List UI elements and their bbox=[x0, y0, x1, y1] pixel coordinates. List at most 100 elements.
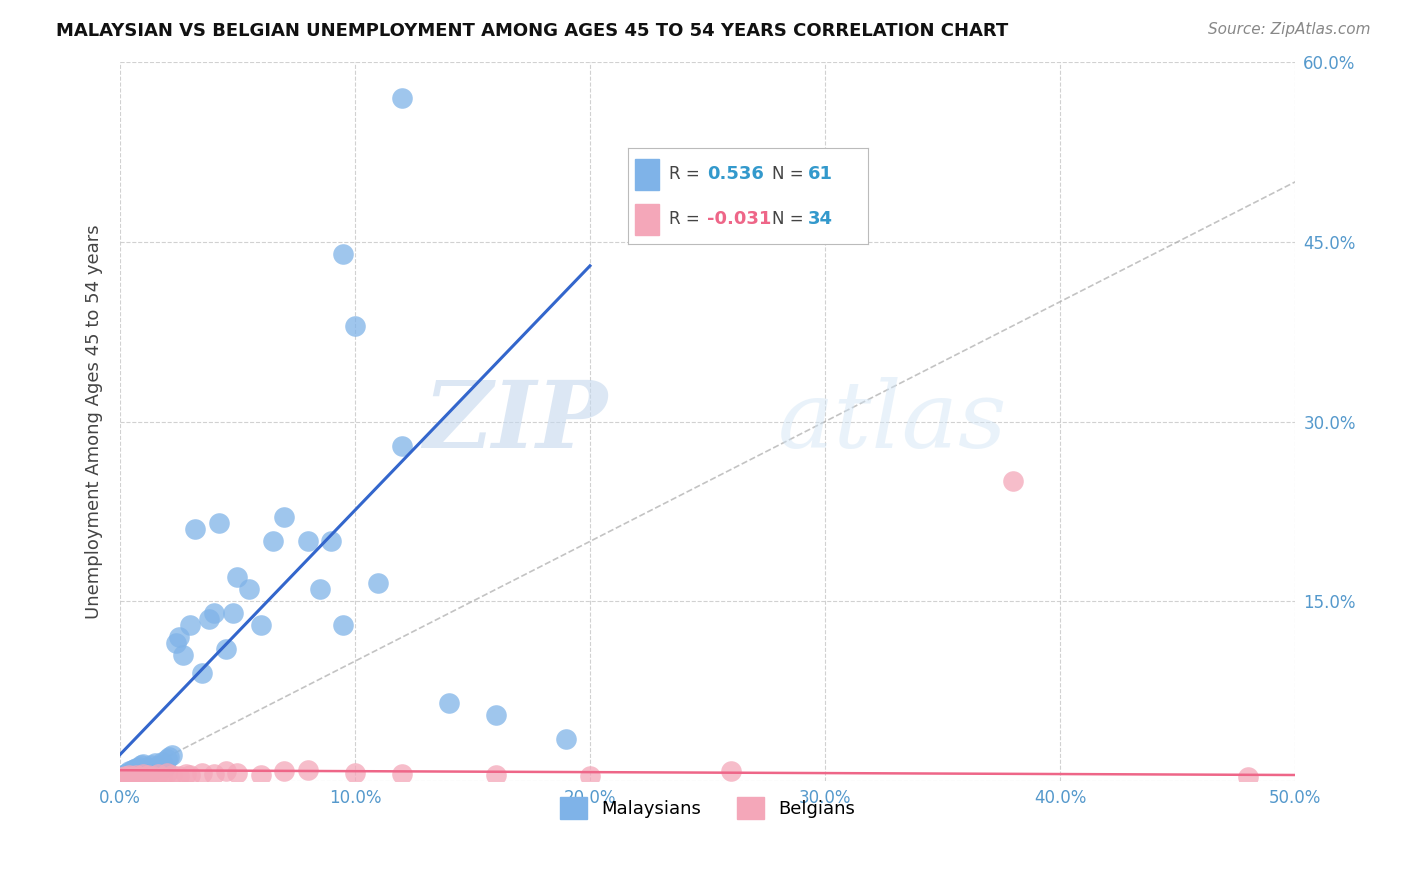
Y-axis label: Unemployment Among Ages 45 to 54 years: Unemployment Among Ages 45 to 54 years bbox=[86, 224, 103, 619]
Point bbox=[111, 769, 134, 783]
Point bbox=[273, 510, 295, 524]
Point bbox=[136, 768, 159, 782]
Point bbox=[367, 576, 389, 591]
Point bbox=[297, 534, 319, 549]
Point bbox=[1001, 475, 1024, 489]
Point bbox=[143, 756, 166, 770]
Point bbox=[202, 607, 225, 621]
Point bbox=[321, 534, 343, 549]
Point bbox=[135, 762, 157, 776]
Point bbox=[156, 765, 179, 780]
Legend: Malaysians, Belgians: Malaysians, Belgians bbox=[553, 789, 863, 826]
Point bbox=[238, 582, 260, 597]
Point bbox=[139, 758, 162, 772]
Point bbox=[179, 768, 201, 782]
Point bbox=[343, 765, 366, 780]
Point bbox=[125, 768, 148, 782]
Point bbox=[139, 764, 162, 779]
Point bbox=[135, 769, 157, 783]
Point bbox=[122, 766, 145, 780]
Point bbox=[142, 769, 165, 783]
Point bbox=[332, 247, 354, 261]
Text: N =: N = bbox=[772, 165, 808, 183]
Point bbox=[198, 612, 221, 626]
Point bbox=[179, 618, 201, 632]
Point bbox=[391, 91, 413, 105]
Point bbox=[167, 769, 190, 783]
Point bbox=[391, 766, 413, 780]
Point bbox=[149, 758, 172, 772]
Point bbox=[115, 771, 138, 785]
Point bbox=[720, 764, 742, 779]
Point bbox=[1237, 771, 1260, 785]
Point bbox=[128, 759, 150, 773]
Text: ZIP: ZIP bbox=[423, 376, 607, 467]
Point bbox=[121, 769, 143, 783]
Point bbox=[114, 769, 136, 783]
Point bbox=[579, 769, 602, 783]
Point bbox=[122, 771, 145, 785]
Point bbox=[215, 642, 238, 657]
Point bbox=[391, 438, 413, 452]
Point bbox=[132, 764, 155, 779]
Point bbox=[215, 764, 238, 779]
Point bbox=[157, 750, 180, 764]
Point bbox=[332, 618, 354, 632]
Point bbox=[143, 759, 166, 773]
Point bbox=[129, 758, 152, 772]
Point bbox=[172, 648, 194, 663]
Point bbox=[118, 768, 141, 782]
Point bbox=[146, 761, 169, 775]
Point bbox=[129, 771, 152, 785]
Point bbox=[114, 766, 136, 780]
Point bbox=[121, 763, 143, 777]
Point bbox=[222, 607, 245, 621]
Point bbox=[437, 696, 460, 710]
Point bbox=[118, 764, 141, 779]
Point bbox=[208, 516, 231, 531]
Text: 0.536: 0.536 bbox=[707, 165, 763, 183]
Text: MALAYSIAN VS BELGIAN UNEMPLOYMENT AMONG AGES 45 TO 54 YEARS CORRELATION CHART: MALAYSIAN VS BELGIAN UNEMPLOYMENT AMONG … bbox=[56, 22, 1008, 40]
Point bbox=[308, 582, 330, 597]
Text: Source: ZipAtlas.com: Source: ZipAtlas.com bbox=[1208, 22, 1371, 37]
Point bbox=[160, 768, 183, 782]
Point bbox=[150, 755, 173, 769]
Point bbox=[146, 766, 169, 780]
Point bbox=[262, 534, 284, 549]
Point bbox=[191, 666, 214, 681]
Text: atlas: atlas bbox=[778, 376, 1008, 467]
Point bbox=[160, 747, 183, 762]
Point bbox=[174, 766, 197, 780]
Text: R =: R = bbox=[669, 165, 704, 183]
Point bbox=[184, 522, 207, 536]
Point bbox=[250, 618, 273, 632]
Bar bbox=[636, 159, 659, 190]
Point bbox=[136, 763, 159, 777]
Point bbox=[142, 762, 165, 776]
Point bbox=[121, 769, 143, 783]
Bar bbox=[636, 204, 659, 235]
Point bbox=[191, 765, 214, 780]
Point bbox=[156, 752, 179, 766]
Text: 61: 61 bbox=[808, 165, 832, 183]
Text: R =: R = bbox=[669, 211, 704, 228]
Point bbox=[167, 630, 190, 644]
Point bbox=[129, 766, 152, 780]
Point bbox=[115, 771, 138, 785]
Text: N =: N = bbox=[772, 211, 808, 228]
Point bbox=[250, 768, 273, 782]
Point bbox=[297, 763, 319, 777]
Point bbox=[273, 764, 295, 779]
Point bbox=[226, 765, 249, 780]
Text: -0.031: -0.031 bbox=[707, 211, 772, 228]
Point bbox=[115, 765, 138, 780]
Point bbox=[226, 570, 249, 584]
Point bbox=[485, 768, 508, 782]
Point bbox=[118, 768, 141, 782]
Point bbox=[136, 761, 159, 775]
Point bbox=[202, 766, 225, 780]
Point bbox=[165, 636, 187, 650]
Point bbox=[485, 708, 508, 723]
Point bbox=[153, 759, 176, 773]
Point bbox=[132, 757, 155, 772]
